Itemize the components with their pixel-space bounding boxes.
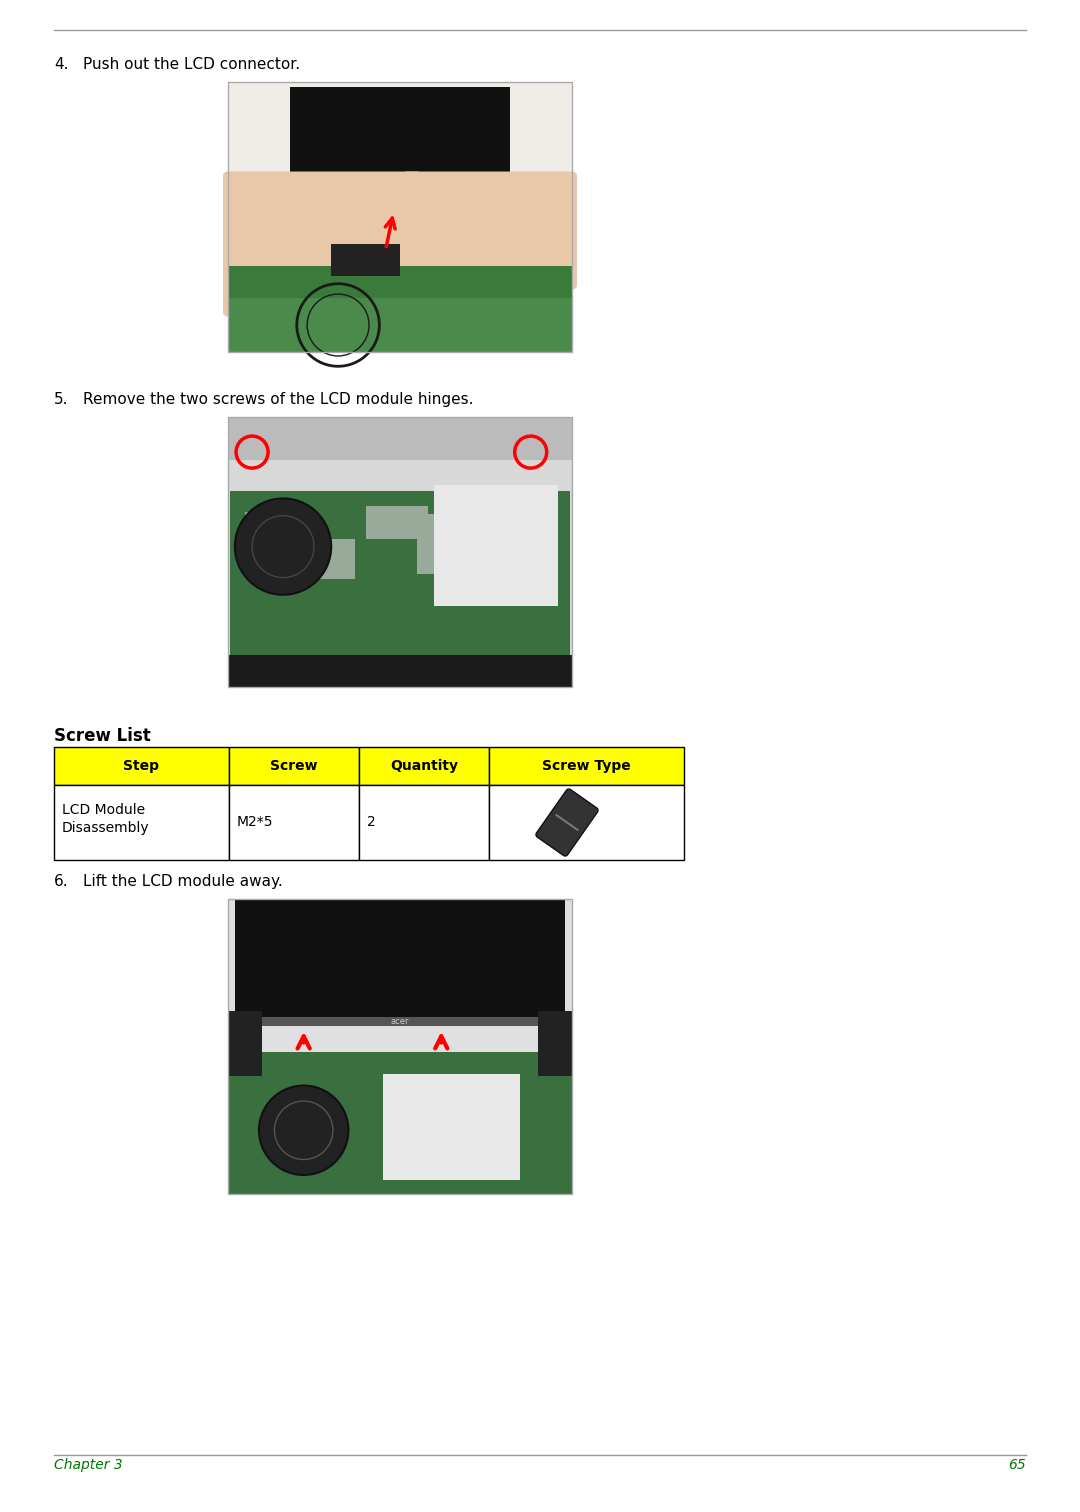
- Bar: [234, 1018, 565, 1025]
- Bar: [229, 785, 359, 860]
- Text: Lift the LCD module away.: Lift the LCD module away.: [83, 874, 283, 889]
- Text: 6.: 6.: [54, 874, 69, 889]
- FancyBboxPatch shape: [536, 789, 598, 856]
- Bar: [229, 747, 359, 785]
- Bar: [228, 900, 572, 1194]
- Bar: [228, 900, 572, 1194]
- Bar: [417, 514, 503, 573]
- Bar: [382, 1074, 521, 1179]
- Text: 5.: 5.: [54, 392, 68, 407]
- Text: 4.: 4.: [54, 57, 68, 73]
- FancyBboxPatch shape: [402, 171, 577, 289]
- Bar: [359, 747, 489, 785]
- Bar: [234, 900, 565, 1018]
- Bar: [228, 1012, 262, 1077]
- Bar: [228, 266, 572, 352]
- Circle shape: [259, 1086, 349, 1175]
- Bar: [228, 417, 572, 686]
- Text: Disassembly: Disassembly: [62, 821, 150, 835]
- Bar: [54, 785, 229, 860]
- Bar: [434, 484, 558, 606]
- Text: Step: Step: [123, 759, 160, 773]
- Text: LCD Module: LCD Module: [62, 803, 145, 816]
- Bar: [228, 655, 572, 686]
- Bar: [314, 538, 355, 579]
- Bar: [228, 82, 572, 352]
- Bar: [538, 1012, 572, 1077]
- Text: acer: acer: [391, 1018, 409, 1027]
- Bar: [289, 88, 510, 191]
- Bar: [245, 511, 307, 565]
- FancyBboxPatch shape: [222, 171, 422, 316]
- Bar: [54, 747, 229, 785]
- Bar: [228, 417, 572, 686]
- Bar: [489, 785, 684, 860]
- Text: 2: 2: [367, 815, 376, 830]
- Bar: [359, 785, 489, 860]
- Text: 65: 65: [1009, 1458, 1026, 1473]
- Text: Push out the LCD connector.: Push out the LCD connector.: [83, 57, 300, 73]
- Text: Screw: Screw: [270, 759, 318, 773]
- Bar: [366, 507, 428, 538]
- Text: Remove the two screws of the LCD module hinges.: Remove the two screws of the LCD module …: [83, 392, 473, 407]
- Bar: [228, 417, 572, 460]
- Text: Screw List: Screw List: [54, 727, 151, 745]
- Text: M2*5: M2*5: [237, 815, 273, 830]
- Text: Screw Type: Screw Type: [542, 759, 631, 773]
- Circle shape: [234, 499, 332, 594]
- Bar: [489, 747, 684, 785]
- Bar: [332, 243, 400, 277]
- Text: Quantity: Quantity: [390, 759, 458, 773]
- Bar: [230, 490, 570, 685]
- Text: Chapter 3: Chapter 3: [54, 1458, 123, 1473]
- Bar: [228, 1052, 572, 1194]
- Bar: [228, 298, 572, 352]
- Bar: [228, 82, 572, 352]
- Bar: [289, 189, 510, 195]
